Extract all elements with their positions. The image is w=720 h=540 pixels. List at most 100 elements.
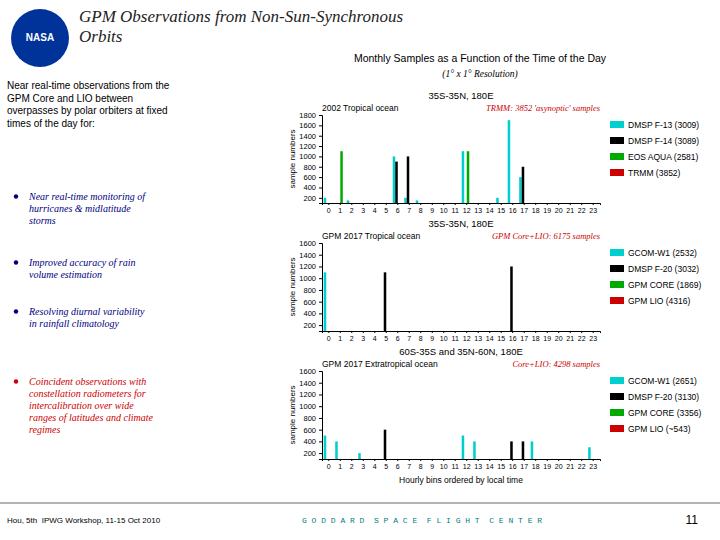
legend-label: GCOM-W1 (2651) (628, 376, 697, 386)
x-tick: 9 (430, 459, 434, 470)
y-tick: 1400 (299, 251, 322, 260)
y-tick: 1200 (299, 262, 322, 271)
x-tick-mark (570, 331, 571, 333)
x-tick: 7 (407, 331, 411, 342)
bar (416, 200, 419, 203)
y-tick: 1400 (299, 132, 322, 141)
x-tick-label: 15 (497, 335, 505, 342)
bar (487, 459, 490, 460)
x-axis-line (323, 460, 601, 462)
bar (476, 459, 479, 460)
x-tick-mark (466, 203, 467, 205)
bar (513, 459, 516, 460)
y-tick-label: 1200 (299, 390, 316, 399)
bar (384, 203, 387, 204)
annotation: GPM Core+LIO: 6175 samples (492, 231, 601, 241)
y-tick-label: 800 (303, 286, 316, 295)
x-tick: 7 (407, 459, 411, 470)
x-tick-label: 23 (589, 463, 597, 470)
y-tick: 600 (303, 426, 322, 435)
legend-swatch (610, 297, 624, 304)
x-tick-mark (535, 203, 536, 205)
bar (501, 203, 504, 204)
bar (591, 331, 594, 332)
slide: NASAGPM Observations from Non-Sun-Synchr… (0, 0, 720, 540)
bar (481, 459, 484, 460)
x-tick: 22 (578, 331, 586, 342)
x-tick-label: 13 (474, 335, 482, 342)
bar (478, 459, 481, 460)
bar (458, 459, 461, 460)
x-tick-label: 0 (327, 335, 331, 342)
bar (352, 203, 355, 204)
bar (508, 120, 511, 203)
bar (324, 198, 327, 203)
bar (550, 459, 553, 460)
bar (450, 203, 453, 204)
text-line: volume estimation (29, 269, 102, 280)
bar (370, 203, 373, 204)
x-tick-mark (386, 203, 387, 205)
x-tick-mark (512, 203, 513, 205)
chart-title: 35S-35N, 180E (429, 90, 494, 101)
bar (469, 203, 472, 204)
chart-panel: 35S-35N, 180EGPM 2017 Tropical oceanGPM … (288, 218, 701, 342)
x-tick-mark (489, 203, 490, 205)
bar (329, 331, 332, 332)
bar (499, 459, 502, 460)
x-tick-mark (478, 203, 479, 205)
bar (588, 203, 591, 204)
bar (469, 331, 472, 332)
x-tick-label: 13 (474, 207, 482, 214)
x-tick-label: 15 (497, 207, 505, 214)
x-tick-mark (340, 331, 341, 333)
bar (570, 459, 573, 460)
bar (596, 331, 599, 332)
x-tick: 5 (384, 203, 388, 214)
legend-swatch (610, 121, 624, 128)
bar (533, 331, 536, 332)
bar (361, 459, 364, 460)
bar (446, 203, 449, 204)
x-tick-label: 14 (486, 463, 494, 470)
bar (536, 331, 539, 332)
legend-swatch (610, 281, 624, 288)
x-tick: 6 (396, 203, 400, 214)
y-tick-mark (319, 453, 322, 454)
bar (386, 203, 389, 204)
bar (584, 459, 587, 460)
x-tick-label: 6 (396, 207, 400, 214)
logo-circle (11, 9, 69, 67)
bar (453, 331, 456, 332)
annotation: GPM 2017 Extratropical ocean (322, 359, 438, 369)
x-tick: 9 (430, 331, 434, 342)
bar (464, 459, 467, 460)
bar (519, 331, 522, 332)
bar (496, 198, 499, 203)
chart-panel: 35S-35N, 180E2002 Tropical oceanTRMM: 38… (288, 90, 699, 214)
bar (329, 459, 332, 460)
x-tick-mark (455, 331, 456, 333)
bar (407, 156, 410, 203)
bar (579, 203, 582, 204)
x-axis-line (323, 332, 601, 334)
x-tick: 8 (419, 331, 423, 342)
bar (591, 459, 594, 460)
y-tick-label: 1400 (299, 379, 316, 388)
bar (458, 331, 461, 332)
y-tick-mark (319, 156, 322, 157)
bar (559, 331, 562, 332)
x-tick-label: 14 (486, 207, 494, 214)
legend-item: DMSP F-14 (3089) (610, 136, 699, 146)
bar (389, 203, 392, 204)
bar (366, 331, 369, 332)
x-tick-mark (443, 331, 444, 333)
x-tick-label: 0 (327, 463, 331, 470)
x-tick-mark (374, 331, 375, 333)
bar (565, 459, 568, 460)
x-tick-mark (386, 331, 387, 333)
x-tick: 3 (361, 203, 365, 214)
bar (363, 331, 366, 332)
text-line: Near real-time observations from the (7, 80, 170, 91)
bar (435, 203, 438, 204)
